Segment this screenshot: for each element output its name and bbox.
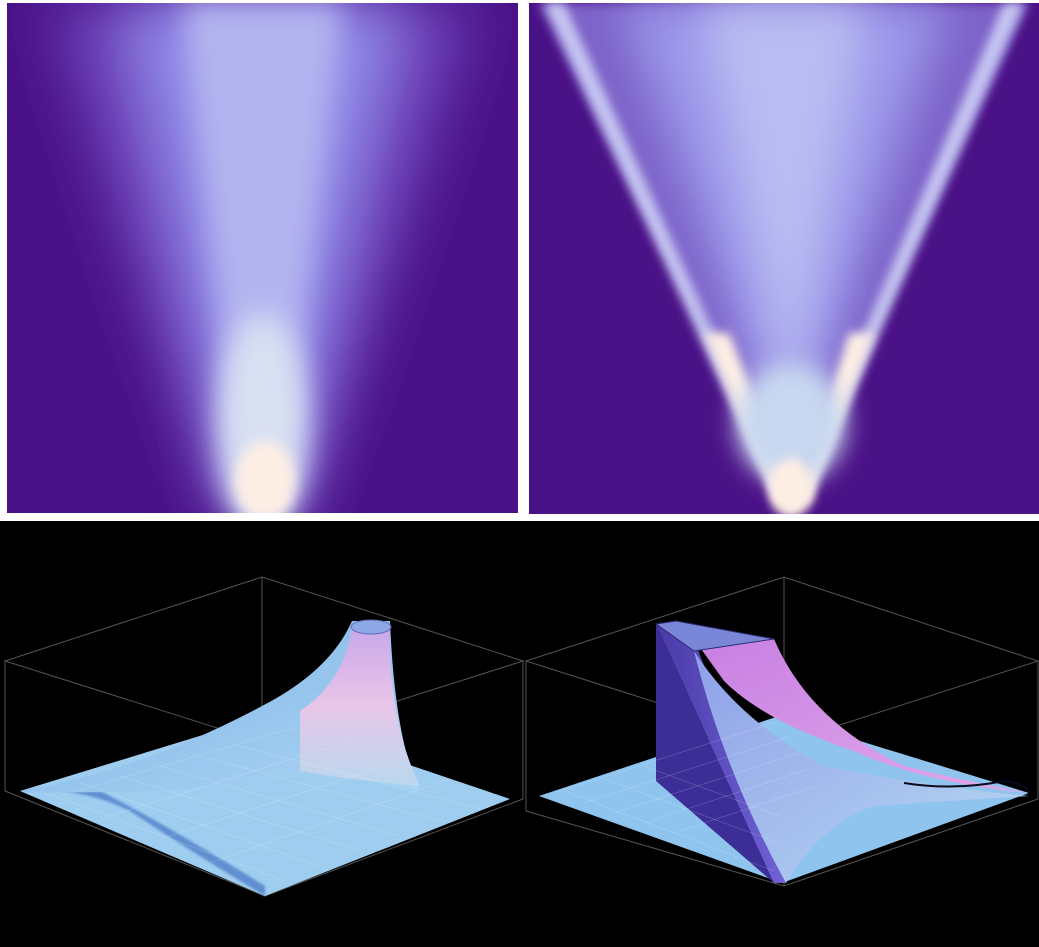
density-plot-cone [529, 3, 1039, 514]
surface-cone-top-edge [654, 620, 775, 652]
surface-peak [300, 626, 420, 786]
surface-cone-wall-side [656, 624, 774, 883]
plume-inner [182, 3, 343, 513]
cone-inner [699, 3, 869, 423]
surface-cone-front [694, 651, 1029, 883]
surface-cone-graphic [524, 521, 1039, 947]
cone-core [736, 363, 846, 483]
plume-hotspot [235, 441, 295, 513]
surface-mesh-left [39, 725, 481, 882]
surface-plot-smooth [0, 521, 524, 947]
cone-apex [769, 458, 813, 514]
surface-peak-cap [350, 619, 392, 635]
surface-smooth-graphic [0, 521, 524, 947]
density-cone-graphic [529, 3, 1039, 514]
density-plot-smooth [7, 3, 518, 513]
surface-cone-rim [903, 779, 1030, 794]
density-smooth-graphic [7, 3, 518, 513]
surface-mesh-right [553, 720, 820, 872]
surface-plot-cone [524, 521, 1039, 947]
surface-cone-sheet [694, 639, 1029, 793]
